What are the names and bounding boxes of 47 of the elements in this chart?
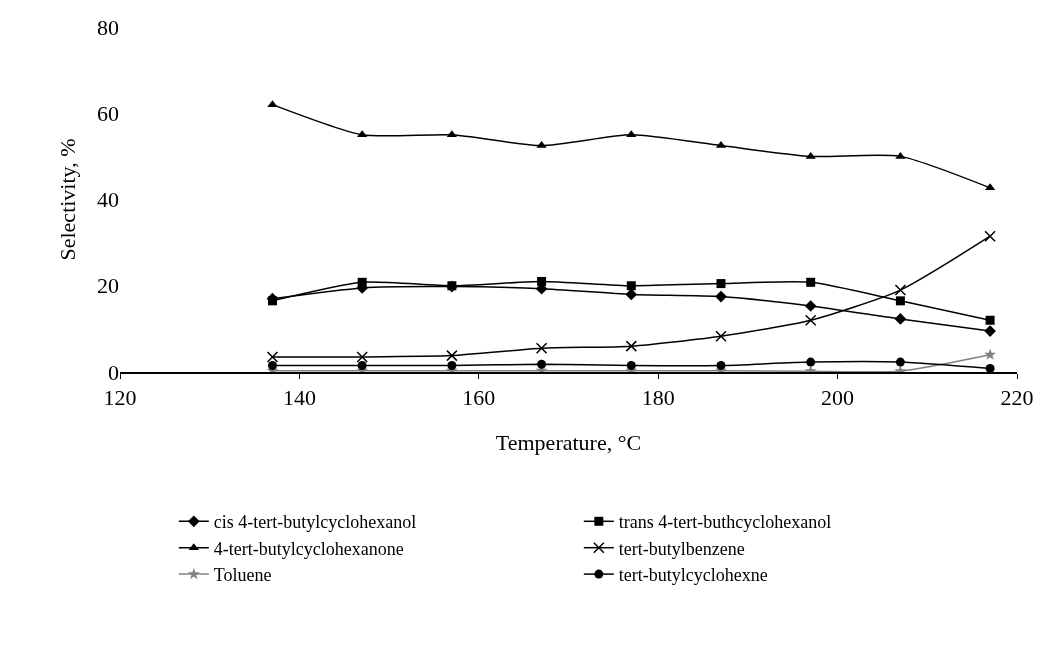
x-tick-label: 200 (821, 385, 855, 411)
point (984, 348, 997, 360)
legend-label: Toluene (213, 565, 272, 586)
x-tick-label: 180 (641, 385, 675, 411)
x-tick-label: 220 (1000, 385, 1034, 411)
y-tick-label: 60 (97, 100, 119, 126)
point (357, 277, 367, 287)
y-tick-label: 40 (97, 187, 119, 213)
point (895, 357, 905, 367)
point (804, 300, 817, 312)
point (356, 351, 368, 363)
point (894, 284, 907, 296)
point (626, 281, 636, 291)
point (716, 279, 726, 289)
legend-label: cis 4-tert-butylcyclohexanol (213, 512, 417, 533)
point (537, 359, 547, 369)
x-tick-label: 160 (462, 385, 496, 411)
point (895, 296, 905, 306)
y-tick-label: 80 (97, 14, 119, 40)
y-tick-label: 20 (97, 273, 119, 299)
point (806, 277, 816, 287)
x-tick-label: 140 (282, 385, 316, 411)
point (537, 276, 547, 286)
point (535, 342, 548, 355)
point (266, 351, 279, 363)
point (267, 296, 277, 306)
point (985, 315, 995, 325)
legend-label: tert-butylcyclohexne (618, 565, 768, 586)
y-axis-title: Selectivity, % (54, 138, 80, 261)
point (625, 340, 638, 352)
point (985, 364, 995, 372)
point (804, 314, 817, 326)
point (805, 151, 816, 159)
point (984, 230, 996, 242)
x-tick-label: 120 (103, 385, 137, 411)
legend-label: 4-tert-butylcyclohexanone (213, 538, 404, 559)
point (446, 349, 458, 362)
point (626, 130, 637, 138)
point (715, 330, 727, 342)
x-axis-title: Temperature, °C (495, 429, 642, 455)
point (715, 290, 727, 303)
point (806, 357, 816, 367)
point (895, 151, 906, 159)
legend-label: trans 4-tert-buthcyclohexanol (618, 512, 832, 533)
point (894, 313, 907, 325)
legend-label: tert-butylbenzene (618, 538, 745, 559)
y-tick-label: 0 (108, 359, 119, 385)
